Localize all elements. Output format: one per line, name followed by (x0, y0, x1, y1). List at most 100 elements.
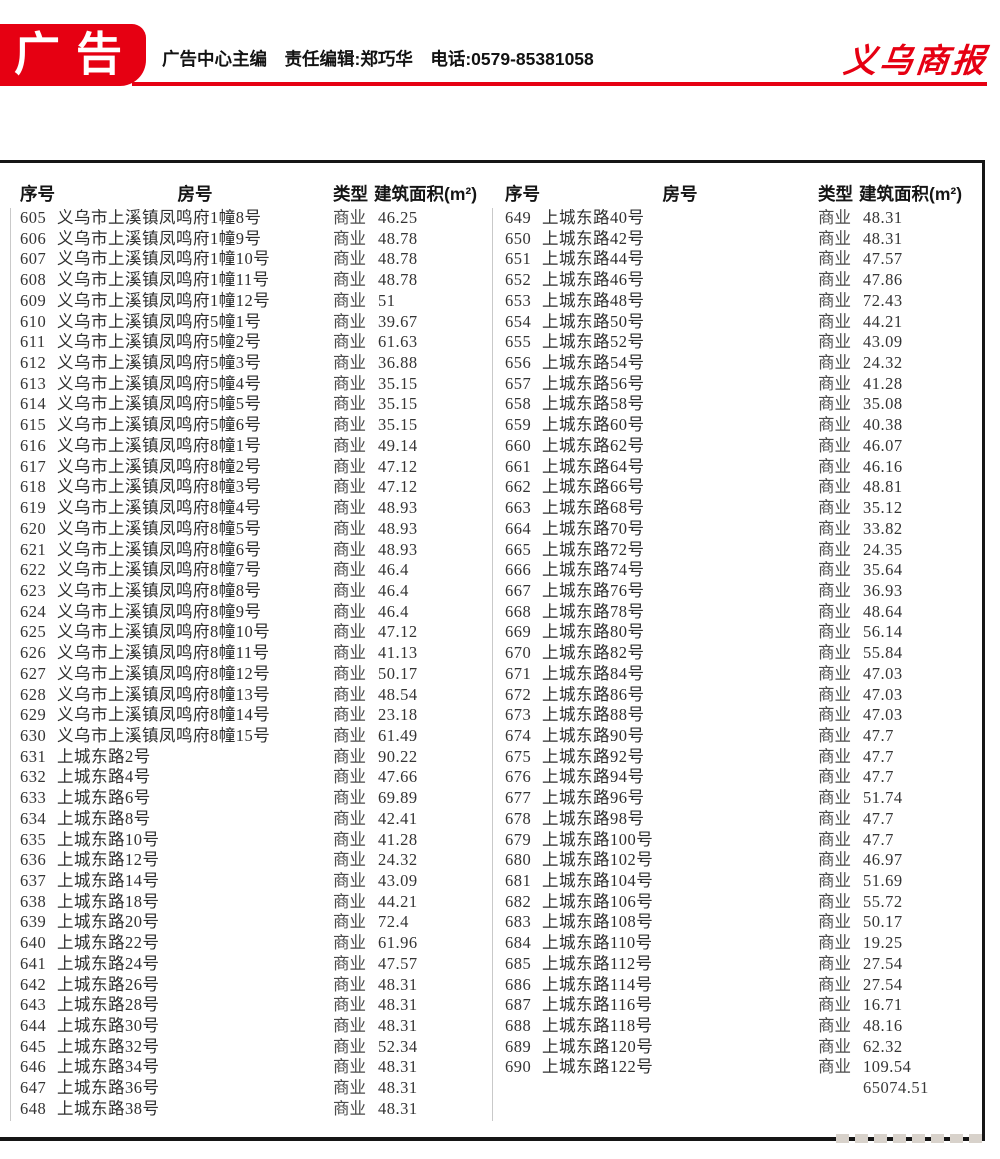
cell-room: 上城东路102号 (542, 850, 654, 870)
cell-room: 义乌市上溪镇凤鸣府8幢14号 (57, 705, 271, 725)
cell-area: 35.15 (378, 373, 418, 393)
cell-type: 商业 (333, 933, 366, 953)
cell-type: 商业 (333, 1098, 366, 1118)
cell-type: 商业 (333, 974, 366, 994)
cell-type: 商业 (818, 995, 851, 1015)
cell-type: 商业 (818, 767, 851, 787)
cell-room: 义乌市上溪镇凤鸣府8幢3号 (57, 477, 262, 497)
cell-area: 48.78 (378, 249, 418, 269)
cell-type: 商业 (818, 435, 851, 455)
cell-room: 上城东路10号 (57, 829, 160, 849)
table-row: 688 上城东路118号 商业 48.16 (497, 1016, 975, 1037)
table-row: 674 上城东路90号 商业 47.7 (497, 726, 975, 747)
cell-type: 商业 (818, 1036, 851, 1056)
table-row: 655 上城东路52号 商业 43.09 (497, 332, 975, 353)
table-row: 652 上城东路46号 商业 47.86 (497, 270, 975, 291)
cell-seq: 683 (505, 912, 532, 932)
cell-seq: 612 (20, 353, 47, 373)
ad-section-badge: 广告 (0, 24, 146, 86)
cell-area: 48.31 (378, 1057, 418, 1077)
cell-seq: 610 (20, 311, 47, 331)
cell-type: 商业 (333, 767, 366, 787)
cell-type: 商业 (333, 829, 366, 849)
cell-type: 商业 (333, 373, 366, 393)
cell-area: 47.03 (863, 705, 903, 725)
cell-area: 47.03 (863, 684, 903, 704)
cell-room: 上城东路26号 (57, 974, 160, 994)
cell-room: 义乌市上溪镇凤鸣府8幢2号 (57, 456, 262, 476)
cell-room: 义乌市上溪镇凤鸣府5幢3号 (57, 353, 262, 373)
table-row: 615 义乌市上溪镇凤鸣府5幢6号 商业 35.15 (12, 415, 490, 436)
newspaper-logo: 义乌商报 (841, 41, 990, 80)
cell-seq: 656 (505, 353, 532, 373)
cell-type: 商业 (818, 208, 851, 227)
cell-area: 27.54 (863, 953, 903, 973)
cell-room: 上城东路108号 (542, 912, 654, 932)
cell-type: 商业 (333, 332, 366, 352)
cell-seq: 627 (20, 663, 47, 683)
cell-room: 上城东路116号 (542, 995, 653, 1015)
cell-room: 上城东路38号 (57, 1098, 160, 1118)
cell-seq: 642 (20, 974, 47, 994)
cell-type: 商业 (333, 788, 366, 808)
cell-area: 48.93 (378, 498, 418, 518)
table-row: 632 上城东路4号 商业 47.66 (12, 767, 490, 788)
cell-type: 商业 (333, 995, 366, 1015)
table-row: 633 上城东路6号 商业 69.89 (12, 788, 490, 809)
cell-room: 上城东路122号 (542, 1057, 654, 1077)
cell-seq: 672 (505, 684, 532, 704)
cell-seq: 689 (505, 1036, 532, 1056)
cell-type: 商业 (333, 622, 366, 642)
table-row: 620 义乌市上溪镇凤鸣府8幢5号 商业 48.93 (12, 519, 490, 540)
cell-type: 商业 (818, 311, 851, 331)
cell-seq: 640 (20, 933, 47, 953)
cell-area: 47.03 (863, 663, 903, 683)
cell-area: 47.7 (863, 746, 894, 766)
cell-area: 48.78 (378, 228, 418, 248)
cell-room: 上城东路100号 (542, 829, 654, 849)
total-area-value: 65074.51 (863, 1078, 929, 1098)
cell-room: 上城东路58号 (542, 394, 645, 414)
cell-type: 商业 (333, 290, 366, 310)
cell-room: 义乌市上溪镇凤鸣府1幢8号 (57, 208, 262, 227)
cell-type: 商业 (333, 1036, 366, 1056)
table-row: 669 上城东路80号 商业 56.14 (497, 622, 975, 643)
cell-type: 商业 (818, 415, 851, 435)
cell-area: 19.25 (863, 933, 903, 953)
cell-room: 上城东路92号 (542, 746, 645, 766)
table-row: 613 义乌市上溪镇凤鸣府5幢4号 商业 35.15 (12, 374, 490, 395)
cell-room: 义乌市上溪镇凤鸣府8幢8号 (57, 580, 262, 600)
cell-seq: 651 (505, 249, 532, 269)
cell-seq: 622 (20, 560, 47, 580)
cell-room: 上城东路20号 (57, 912, 160, 932)
cell-type: 商业 (333, 891, 366, 911)
cell-area: 52.34 (378, 1036, 418, 1056)
cell-room: 上城东路84号 (542, 663, 645, 683)
cell-type: 商业 (818, 725, 851, 745)
cell-area: 51 (378, 290, 396, 310)
cell-type: 商业 (333, 270, 366, 290)
table-row: 677 上城东路96号 商业 51.74 (497, 788, 975, 809)
cell-type: 商业 (333, 601, 366, 621)
cell-room: 上城东路98号 (542, 808, 645, 828)
cell-area: 56.14 (863, 622, 903, 642)
cell-room: 上城东路120号 (542, 1036, 654, 1056)
cell-area: 48.31 (378, 1098, 418, 1118)
cell-area: 61.49 (378, 725, 418, 745)
editor-credit-line: 广告中心主编 责任编辑:郑巧华 电话:0579-85381058 (162, 49, 594, 69)
cell-area: 50.17 (378, 663, 418, 683)
cell-seq: 644 (20, 1016, 47, 1036)
cell-area: 46.4 (378, 580, 409, 600)
table-header-row: 序号 房号 类型 建筑面积(m²) (12, 163, 490, 208)
cell-type: 商业 (818, 498, 851, 518)
cell-room: 上城东路54号 (542, 353, 645, 373)
cell-room: 上城东路110号 (542, 933, 653, 953)
table-row: 643 上城东路28号 商业 48.31 (12, 995, 490, 1016)
cell-seq: 659 (505, 415, 532, 435)
cell-area: 47.7 (863, 725, 894, 745)
cell-type: 商业 (818, 477, 851, 497)
table-row: 617 义乌市上溪镇凤鸣府8幢2号 商业 47.12 (12, 457, 490, 478)
cell-seq: 617 (20, 456, 47, 476)
cell-area: 90.22 (378, 746, 418, 766)
